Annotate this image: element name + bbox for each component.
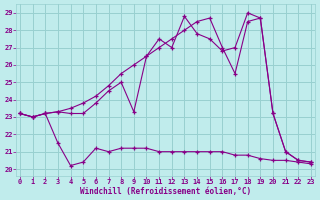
X-axis label: Windchill (Refroidissement éolien,°C): Windchill (Refroidissement éolien,°C) (80, 187, 251, 196)
